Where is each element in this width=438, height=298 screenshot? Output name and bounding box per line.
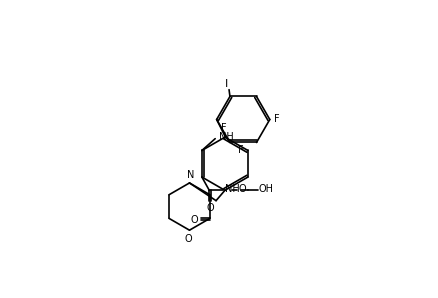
Text: NH: NH <box>225 184 240 195</box>
Text: O: O <box>238 184 246 195</box>
Text: F: F <box>221 123 226 133</box>
Text: NH: NH <box>219 132 233 142</box>
Text: F: F <box>238 145 244 156</box>
Text: N: N <box>187 170 194 180</box>
Text: F: F <box>274 114 280 125</box>
Text: O: O <box>191 215 198 225</box>
Text: O: O <box>207 203 215 213</box>
Text: OH: OH <box>259 184 274 195</box>
Text: I: I <box>226 79 229 89</box>
Text: O: O <box>185 234 192 244</box>
